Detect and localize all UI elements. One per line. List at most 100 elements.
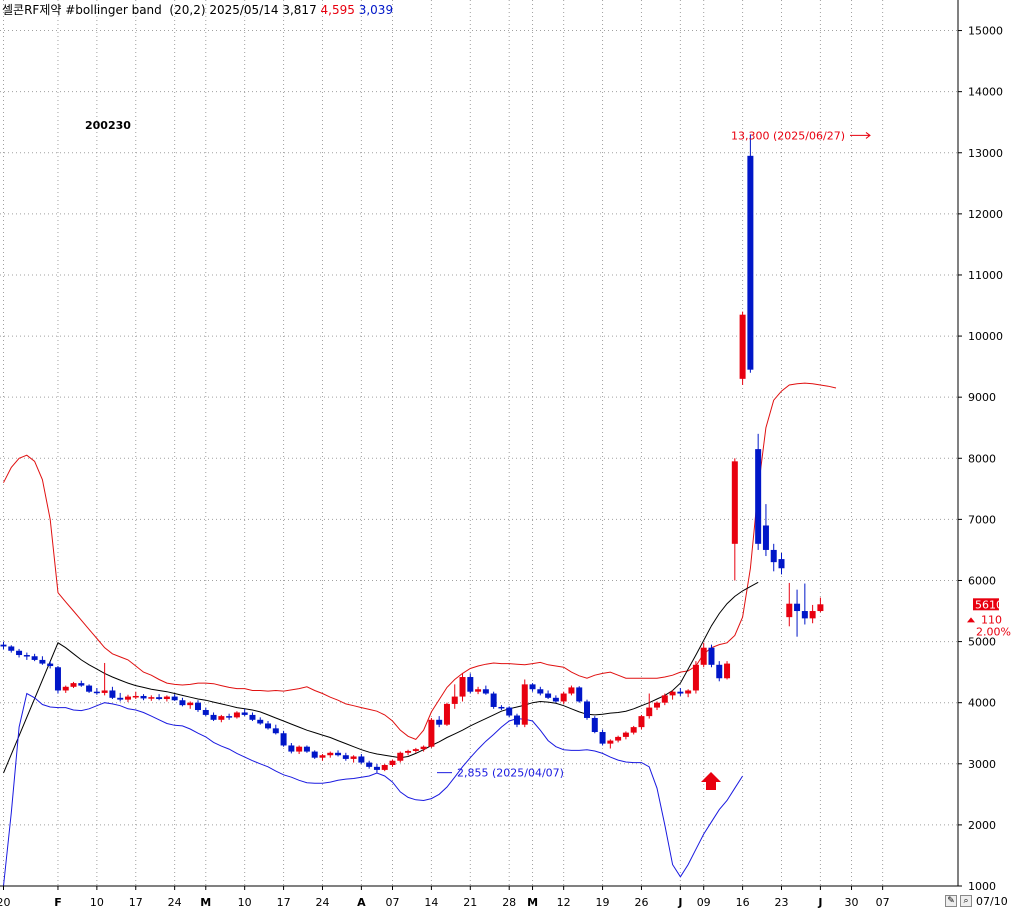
- mid-value: 3,817: [282, 3, 317, 17]
- candle-body: [179, 700, 186, 706]
- lower-value: 3,039: [358, 3, 394, 17]
- lower-band-line: [3, 692, 744, 887]
- candle-body: [156, 697, 163, 700]
- high-arrow: [850, 132, 871, 139]
- candle-body: [545, 693, 552, 698]
- candle-body: [615, 736, 622, 741]
- candle-body: [210, 714, 217, 720]
- candle-body: [482, 689, 489, 694]
- candle-body: [529, 684, 536, 690]
- candle-body: [195, 702, 201, 711]
- candle-body: [599, 732, 606, 744]
- candle-body: [233, 712, 240, 718]
- candle-body: [467, 677, 474, 692]
- high-annotation: 13,300 (2025/06/27): [731, 129, 845, 142]
- header-date: 2025/05/14: [209, 3, 279, 17]
- candle-body: [700, 647, 707, 665]
- x-tick-label: F: [54, 896, 62, 909]
- y-tick-label: 3000: [968, 758, 996, 771]
- y-tick-label: 8000: [968, 452, 996, 465]
- x-tick-label: 07: [876, 896, 890, 909]
- y-tick-label: 6000: [968, 574, 996, 587]
- candle-body: [366, 762, 373, 767]
- x-tick-label: 12: [557, 896, 571, 909]
- y-tick-label: 13000: [968, 147, 1003, 160]
- x-tick-label: 24: [168, 896, 182, 909]
- last-price-box: [973, 598, 999, 611]
- annotations: 13,300 (2025/06/27) 2,855 (2025/04/07) 561…: [437, 129, 1011, 790]
- candle-body: [187, 702, 194, 706]
- candle-body: [560, 693, 567, 702]
- y-tick-label: 9000: [968, 391, 996, 404]
- candle-body: [747, 155, 754, 370]
- candle-body: [319, 755, 326, 758]
- candle-body: [241, 712, 248, 715]
- candle-body: [140, 695, 147, 699]
- candle-body: [677, 691, 684, 694]
- mid-band-line: [3, 581, 759, 774]
- candle-body: [148, 697, 155, 699]
- x-tick-label: 28: [502, 896, 516, 909]
- candle-body: [311, 751, 318, 758]
- stock-code: 200230: [85, 119, 131, 132]
- candle-body: [303, 746, 310, 752]
- candle-body: [770, 549, 777, 563]
- x-tick-label: M: [527, 896, 538, 909]
- candle-body: [568, 687, 575, 694]
- candle-body: [70, 683, 77, 687]
- x-tick-label: 07: [386, 896, 400, 909]
- candle-body: [226, 716, 233, 718]
- candle-body: [436, 719, 443, 725]
- candle-body: [16, 650, 23, 656]
- y-tick-label: 14000: [968, 86, 1003, 99]
- candle-body: [420, 746, 427, 750]
- edit-icon[interactable]: ✎: [945, 895, 957, 907]
- band-params: (20,2): [169, 3, 206, 17]
- upper-value: 4,595: [320, 3, 355, 17]
- y-tick-label: 10000: [968, 330, 1003, 343]
- candle-body: [335, 752, 342, 756]
- candle-body: [62, 686, 69, 691]
- candle-body: [218, 716, 225, 720]
- x-tick-label: 30: [845, 896, 859, 909]
- y-tick-label: 5000: [968, 636, 996, 649]
- candle-body: [373, 766, 380, 770]
- candle-body: [124, 696, 131, 700]
- candle-body: [358, 756, 365, 763]
- change-label: 110: [981, 613, 1002, 626]
- candle-body: [342, 755, 349, 759]
- candle-body: [0, 644, 7, 647]
- candle-body: [39, 659, 46, 664]
- candle-body: [638, 716, 645, 728]
- change-up-icon: [967, 617, 975, 623]
- candle-body: [272, 728, 279, 734]
- candle-body: [552, 697, 559, 702]
- candle-body: [397, 752, 404, 761]
- change-pct-label: 2.00%: [976, 625, 1011, 638]
- candle-body: [93, 691, 100, 694]
- candle-body: [786, 603, 793, 618]
- candle-body: [296, 746, 303, 752]
- candle-body: [389, 760, 396, 766]
- candle-body: [661, 695, 668, 703]
- x-tick-label: 17: [129, 896, 143, 909]
- candle-body: [327, 752, 334, 756]
- candle-body: [817, 604, 824, 612]
- x-tick-label: 16: [736, 896, 750, 909]
- candle-body: [809, 611, 816, 619]
- x-tick-label: 10: [90, 896, 104, 909]
- candle-body: [249, 714, 256, 720]
- candle-body: [288, 745, 295, 752]
- candle-body: [405, 750, 412, 753]
- candle-body: [428, 719, 435, 747]
- zoom-icon[interactable]: ⌕: [960, 895, 972, 907]
- candle-body: [591, 717, 598, 733]
- candle-body: [117, 697, 124, 700]
- candle-body: [443, 703, 450, 725]
- x-tick-label: 14: [424, 896, 438, 909]
- x-tick-label: J: [677, 896, 682, 909]
- candle-body: [521, 684, 528, 725]
